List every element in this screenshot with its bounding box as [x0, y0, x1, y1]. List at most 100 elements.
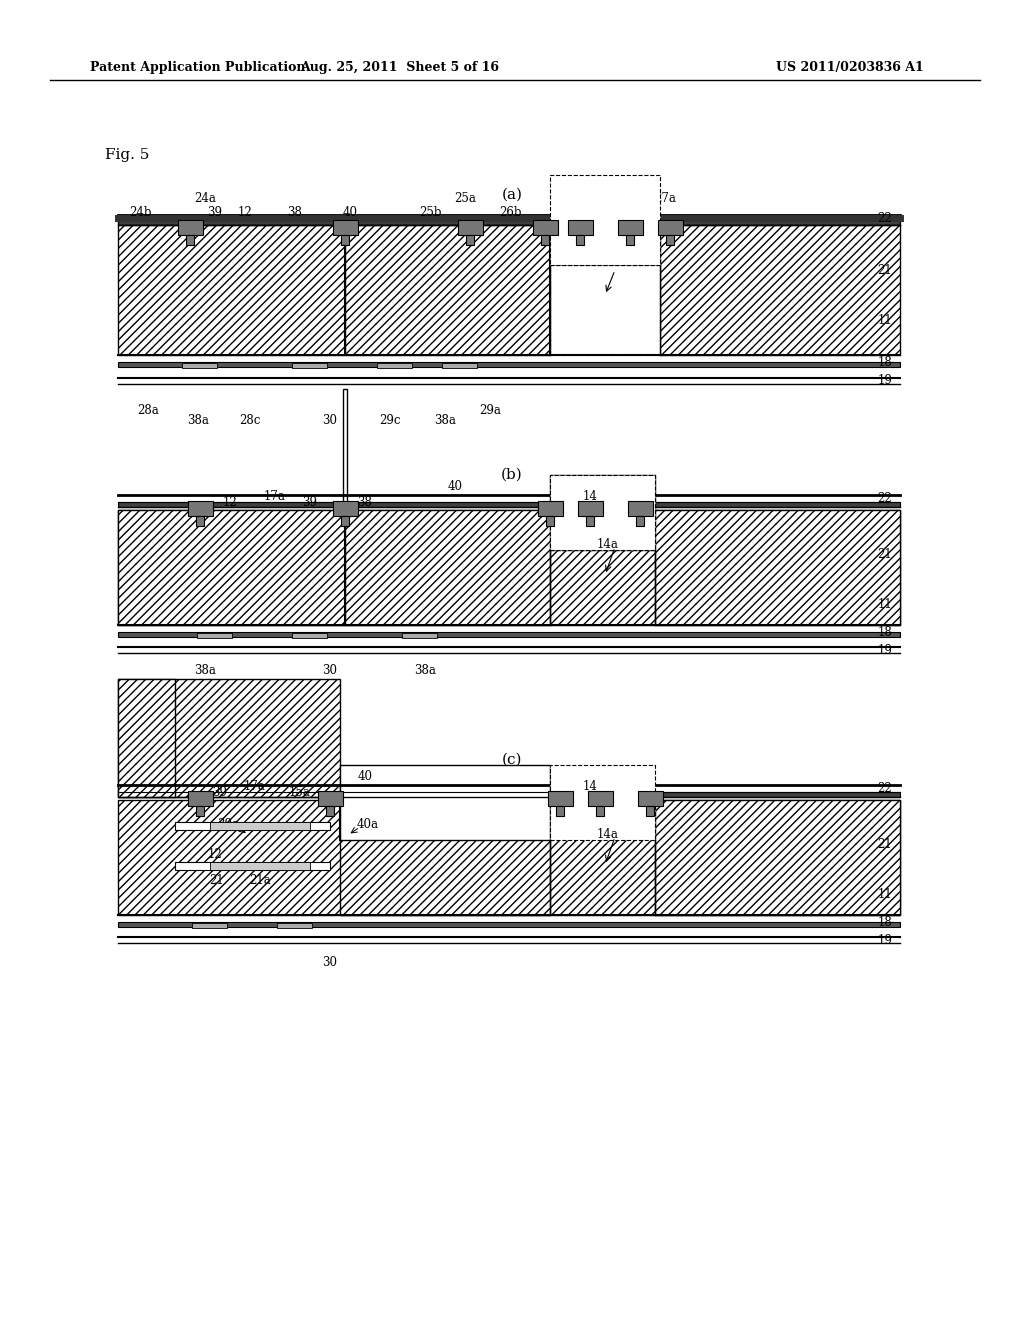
- Text: 19: 19: [878, 374, 893, 387]
- Text: Patent Application Publication: Patent Application Publication: [90, 62, 305, 74]
- Bar: [186, 235, 194, 246]
- Bar: [175, 862, 330, 870]
- Bar: [568, 220, 593, 235]
- Text: 39: 39: [213, 787, 227, 800]
- Text: 26b: 26b: [499, 206, 521, 219]
- Text: 18: 18: [878, 627, 892, 639]
- Bar: [586, 516, 594, 525]
- Text: 40a: 40a: [357, 818, 379, 832]
- Text: 11: 11: [878, 314, 892, 326]
- Text: 39: 39: [302, 496, 317, 510]
- Text: 40: 40: [357, 771, 373, 784]
- Bar: [638, 791, 663, 807]
- Text: 21a: 21a: [249, 874, 271, 887]
- Bar: [197, 634, 232, 638]
- Bar: [345, 510, 550, 624]
- Bar: [550, 766, 655, 840]
- Bar: [118, 792, 900, 797]
- Text: 17a: 17a: [264, 491, 286, 503]
- Bar: [550, 176, 660, 265]
- Bar: [596, 807, 604, 816]
- Text: 21: 21: [878, 549, 892, 561]
- Bar: [550, 475, 655, 550]
- Text: 28a: 28a: [137, 404, 159, 417]
- Text: 14: 14: [583, 491, 597, 503]
- Bar: [118, 502, 900, 507]
- Bar: [534, 220, 558, 235]
- Bar: [118, 921, 900, 927]
- Text: 12: 12: [238, 206, 252, 219]
- Bar: [655, 800, 900, 915]
- Bar: [377, 363, 412, 368]
- Text: 38: 38: [288, 206, 302, 219]
- Text: 22: 22: [878, 781, 892, 795]
- Text: 27b: 27b: [604, 206, 627, 219]
- Text: 18: 18: [878, 916, 892, 929]
- Bar: [658, 220, 683, 235]
- Text: 12: 12: [222, 496, 238, 510]
- Bar: [340, 766, 550, 840]
- Text: 21: 21: [878, 264, 892, 276]
- Bar: [546, 516, 554, 525]
- Bar: [118, 678, 340, 797]
- Bar: [333, 220, 358, 235]
- Bar: [402, 634, 437, 638]
- Text: 29c: 29c: [379, 413, 400, 426]
- Text: 11: 11: [878, 888, 892, 902]
- Bar: [318, 791, 343, 807]
- Text: 39a: 39a: [217, 818, 239, 832]
- Text: (a): (a): [502, 187, 522, 202]
- Text: 26a: 26a: [559, 191, 581, 205]
- Bar: [341, 235, 349, 246]
- Bar: [182, 363, 217, 368]
- Bar: [333, 502, 358, 516]
- Bar: [588, 791, 613, 807]
- Bar: [196, 516, 204, 525]
- Text: (c): (c): [502, 752, 522, 767]
- Bar: [118, 510, 900, 624]
- Bar: [118, 215, 900, 224]
- Text: 14a: 14a: [597, 829, 618, 842]
- Text: 14: 14: [602, 206, 617, 219]
- Bar: [626, 235, 634, 246]
- Bar: [292, 634, 327, 638]
- Text: 14: 14: [583, 780, 597, 793]
- Text: 14a: 14a: [597, 539, 618, 552]
- Bar: [178, 220, 203, 235]
- Text: 25a: 25a: [454, 191, 476, 205]
- Bar: [660, 224, 900, 355]
- Text: 22: 22: [878, 211, 892, 224]
- Text: 38a: 38a: [434, 413, 456, 426]
- Bar: [646, 807, 654, 816]
- Text: 39: 39: [208, 206, 222, 219]
- Text: 40: 40: [342, 206, 357, 219]
- Text: 27a: 27a: [654, 191, 676, 205]
- Bar: [550, 265, 660, 355]
- Bar: [175, 822, 330, 830]
- Bar: [278, 923, 312, 928]
- Bar: [538, 502, 563, 516]
- Bar: [548, 791, 573, 807]
- Bar: [618, 220, 643, 235]
- Bar: [636, 516, 644, 525]
- Text: 21: 21: [210, 874, 224, 887]
- Bar: [345, 224, 550, 355]
- Bar: [292, 363, 327, 368]
- Text: (b): (b): [501, 469, 523, 482]
- Text: 18: 18: [878, 356, 892, 370]
- Text: 17a: 17a: [244, 780, 266, 793]
- Bar: [118, 362, 900, 367]
- Text: 24a: 24a: [195, 191, 216, 205]
- Bar: [118, 632, 900, 638]
- Text: 30: 30: [323, 957, 338, 969]
- Text: US 2011/0203836 A1: US 2011/0203836 A1: [776, 62, 924, 74]
- Text: 24b: 24b: [129, 206, 152, 219]
- Text: 38: 38: [357, 496, 373, 510]
- Bar: [458, 220, 483, 235]
- Bar: [466, 235, 474, 246]
- Bar: [118, 800, 900, 915]
- Text: 19: 19: [878, 644, 893, 656]
- Text: 12: 12: [208, 849, 222, 862]
- Text: 38a: 38a: [187, 413, 209, 426]
- Text: 14a: 14a: [597, 252, 618, 264]
